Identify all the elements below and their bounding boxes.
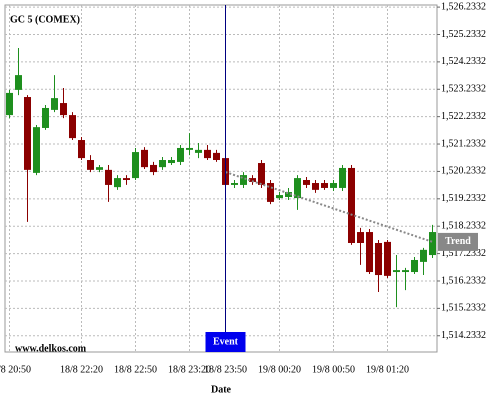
- candle-body: [87, 160, 94, 170]
- candle-body: [6, 92, 13, 116]
- y-tick-label: 1,514.2332: [441, 330, 486, 341]
- x-tick-label: 18/8 23:20: [168, 364, 211, 375]
- candle-body: [78, 140, 85, 159]
- y-tick-label: 1,521.2332: [441, 138, 486, 149]
- event-label: Event: [213, 336, 239, 347]
- candle-body: [213, 152, 220, 161]
- candle-body: [141, 149, 148, 168]
- candle-body: [348, 167, 355, 243]
- candle-body: [33, 127, 40, 173]
- y-tick-label: 1,524.2332: [441, 56, 486, 67]
- y-tick-label: 1,522.2332: [441, 111, 486, 122]
- candle-body: [240, 175, 247, 185]
- candle-body: [168, 160, 175, 164]
- candle-body: [195, 149, 202, 153]
- y-tick-label: 1,520.2332: [441, 166, 486, 177]
- candle-body: [384, 241, 391, 276]
- candle-body: [285, 192, 292, 197]
- y-tick-label: 1,515.2332: [441, 303, 486, 314]
- candle-body: [24, 97, 31, 170]
- candle-body: [51, 98, 58, 110]
- y-tick-label: 1,519.2332: [441, 193, 486, 204]
- watermark: www.delkos.com: [15, 343, 87, 354]
- y-tick-label: 1,526.2332: [441, 1, 486, 12]
- x-tick-label: 18/8 23:50: [204, 364, 247, 375]
- candle-body: [105, 169, 112, 185]
- candle-body: [204, 149, 211, 159]
- candle-body: [186, 147, 193, 150]
- candle-body: [123, 178, 130, 181]
- x-tick-label: 19/8 00:20: [258, 364, 301, 375]
- candle-body: [366, 232, 373, 273]
- candle-body: [303, 180, 310, 185]
- x-tick-label: 19/8 00:50: [312, 364, 355, 375]
- y-tick-label: 1,516.2332: [441, 275, 486, 286]
- candle-body: [159, 160, 166, 168]
- candle-body: [132, 152, 139, 179]
- candle-body: [114, 178, 121, 188]
- candle-body: [339, 167, 346, 188]
- y-tick-label: 1,525.2332: [441, 29, 486, 40]
- y-tick-label: 1,518.2332: [441, 221, 486, 232]
- candle-body: [420, 249, 427, 262]
- candle-body: [330, 183, 337, 188]
- candle-body: [249, 178, 256, 182]
- x-tick-label: 19/8 01:20: [366, 364, 409, 375]
- candle-body: [69, 115, 76, 139]
- x-tick-label: 18/8 22:20: [60, 364, 103, 375]
- candle-body: [267, 183, 274, 202]
- y-tick-label: 1,523.2332: [441, 84, 486, 95]
- candle-body: [312, 183, 319, 190]
- candle-body: [321, 183, 328, 188]
- y-tick-label: 1,517.2332: [441, 248, 486, 259]
- chart-title: GC 5 (COMEX): [10, 14, 80, 25]
- trend-label: Trend: [445, 236, 471, 247]
- candle-body: [429, 232, 436, 256]
- candle-body: [294, 178, 301, 199]
- candle-body: [393, 270, 400, 273]
- candle-body: [375, 242, 382, 276]
- candle-body: [258, 163, 265, 185]
- candle-body: [402, 270, 409, 273]
- trend-line: [225, 171, 433, 243]
- event-label-box: [205, 332, 246, 352]
- candle-body: [15, 75, 22, 90]
- candle-body: [411, 259, 418, 273]
- candle-body: [276, 195, 283, 199]
- x-axis-label: Date: [211, 384, 232, 395]
- candle-body: [357, 232, 364, 243]
- candle-body: [150, 164, 157, 173]
- x-tick-label: 18/8 20:50: [0, 364, 31, 375]
- candle-body: [177, 147, 184, 162]
- trend-label-box: [438, 232, 478, 251]
- candle-body: [96, 167, 103, 170]
- candle-body: [60, 103, 67, 116]
- candle-body: [231, 183, 238, 185]
- candle-body: [42, 107, 49, 128]
- x-tick-label: 18/8 22:50: [114, 364, 157, 375]
